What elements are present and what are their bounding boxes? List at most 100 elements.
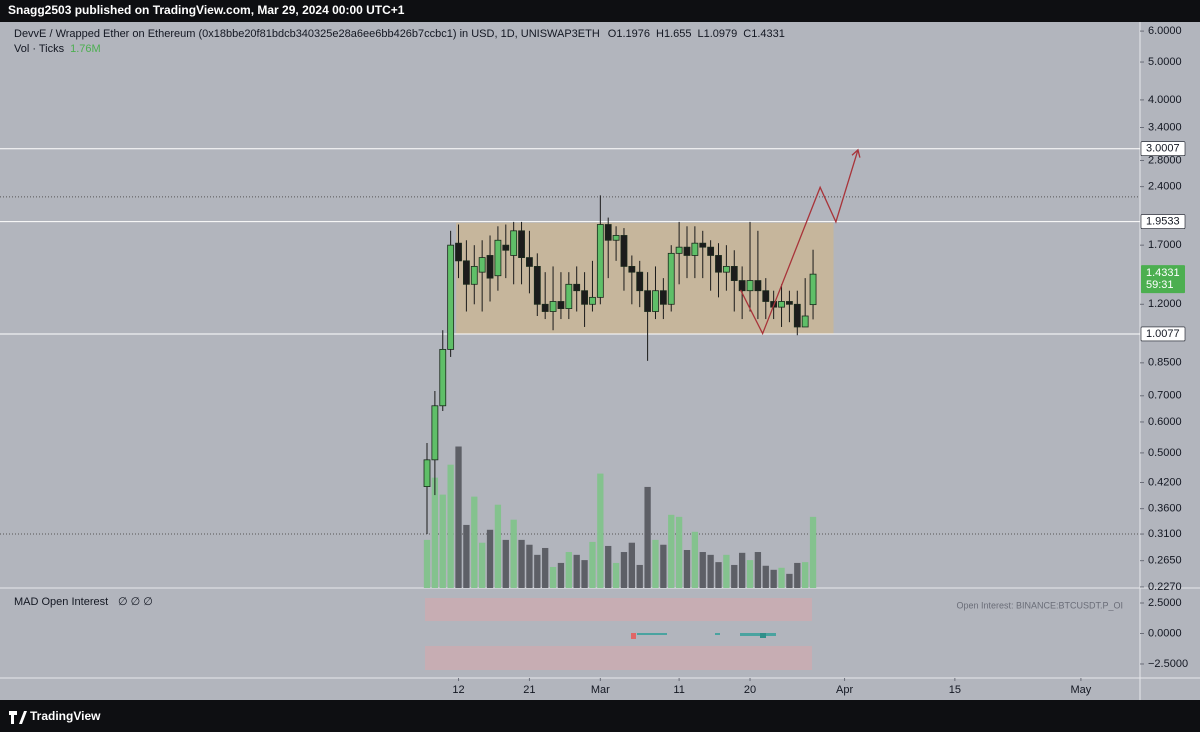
- volume-bar: [794, 562, 801, 588]
- volume-bar: [534, 554, 541, 588]
- ohlc-prefix: O: [608, 28, 617, 40]
- candle-body: [786, 301, 793, 305]
- candle-body: [667, 252, 675, 305]
- volume-bar: [518, 539, 525, 588]
- volume-bar: [660, 544, 667, 588]
- volume-bar: [589, 541, 596, 588]
- candle-body: [510, 230, 518, 256]
- candle-body: [636, 271, 644, 292]
- y-tick-label: 5.0000: [1148, 56, 1182, 68]
- indicator-status: ∅ ∅ ∅: [118, 596, 153, 608]
- indicator-band: [425, 598, 812, 621]
- chart-title: DevvE / Wrapped Ether on Ethereum (0x18b…: [14, 28, 600, 40]
- candle-body: [589, 296, 596, 305]
- candle-body: [722, 266, 730, 273]
- candle-body: [620, 235, 628, 267]
- ohlc-prefix: C: [743, 28, 751, 40]
- y-tick-label: 0.5000: [1148, 447, 1182, 459]
- volume-bar: [549, 566, 557, 588]
- volume-bar: [715, 562, 722, 588]
- candle-body: [691, 242, 699, 256]
- volume-bar: [494, 504, 502, 588]
- volume-bar: [683, 549, 691, 588]
- projection-path: [739, 149, 859, 336]
- x-tick-label: Apr: [836, 684, 853, 696]
- candle-body: [628, 266, 636, 273]
- last-price-box: [1141, 265, 1185, 294]
- candle-body: [809, 273, 817, 306]
- y-tick-label: 0.2650: [1148, 555, 1182, 567]
- x-tick-label: May: [1071, 684, 1092, 696]
- level-label: 1.0077: [1146, 328, 1180, 340]
- volume-bar: [675, 516, 683, 588]
- y-tick-label: 0.2270: [1148, 581, 1182, 593]
- volume-bar: [565, 552, 572, 588]
- y-tick-label: 0.3100: [1148, 528, 1182, 540]
- y-tick-label: 1.7000: [1148, 239, 1182, 251]
- candle-body: [502, 244, 510, 251]
- volume-bar: [691, 531, 699, 588]
- volume-bar: [668, 514, 675, 588]
- ohlc-value: 1.1976: [616, 28, 650, 40]
- volume-bar: [786, 573, 793, 588]
- candle-body: [715, 255, 722, 273]
- candle-body: [730, 266, 738, 281]
- candle-body: [533, 266, 541, 305]
- candle-body: [462, 260, 470, 285]
- volume-bar: [431, 477, 439, 588]
- x-tick-label: 21: [523, 684, 535, 696]
- candle-body: [762, 290, 770, 302]
- level-label-box: [1140, 326, 1186, 342]
- candle-body: [644, 290, 652, 312]
- indicator-source: Open Interest: BINANCE:BTCUSDT.P_OI: [956, 600, 1123, 610]
- ohlc-value: 1.0979: [704, 28, 738, 40]
- ohlc-value: 1.655: [664, 28, 692, 40]
- candle-body: [746, 280, 754, 292]
- volume-bar: [636, 564, 643, 588]
- candle-body: [486, 255, 494, 279]
- indicator-histogram: [631, 633, 776, 639]
- indicator-y-tick-label: 2.5000: [1148, 597, 1182, 609]
- volume-bar: [620, 552, 628, 588]
- candle-body: [612, 235, 620, 241]
- volume-bar: [628, 542, 635, 588]
- volume-value: 1.76M: [70, 43, 101, 55]
- volume-bar: [557, 562, 565, 588]
- candle-body: [455, 242, 462, 262]
- x-tick-label: 20: [744, 684, 756, 696]
- volume-bar: [502, 539, 509, 588]
- countdown-label: 59:31: [1146, 279, 1174, 291]
- volume-bar: [542, 547, 549, 588]
- y-tick-label: 0.7000: [1148, 390, 1182, 402]
- candle-body: [738, 280, 746, 292]
- level-label-box: [1140, 214, 1186, 229]
- volume-bar: [439, 494, 446, 588]
- ohlc-prefix: L: [698, 28, 704, 40]
- volume-bar: [699, 552, 706, 588]
- indicator-band: [425, 646, 812, 670]
- indicator-title: MAD Open Interest: [14, 596, 108, 608]
- volume-bar: [778, 567, 785, 588]
- y-tick-label: 1.2000: [1148, 298, 1182, 310]
- level-label: 1.9533: [1146, 215, 1180, 227]
- volume-bar: [738, 552, 746, 588]
- footer-logo: TradingView: [30, 709, 101, 723]
- volume-bar: [471, 496, 478, 588]
- candle-body: [652, 290, 659, 312]
- candle-body: [604, 224, 612, 241]
- volume-bar: [581, 560, 588, 588]
- header-bar: [0, 0, 1200, 22]
- indicator-y-tick-label: −2.5000: [1148, 658, 1188, 670]
- candle-body: [573, 283, 581, 292]
- candle-body: [596, 224, 604, 298]
- candle-body: [557, 301, 565, 309]
- candle-body: [778, 301, 785, 308]
- y-tick-label: 2.8000: [1148, 154, 1182, 166]
- chart-title-line: DevvE / Wrapped Ether on Ethereum (0x18b…: [14, 28, 785, 40]
- volume-bar: [652, 539, 659, 588]
- indicator-y-tick-label: 0.0000: [1148, 627, 1182, 639]
- volume-legend: Vol · Ticks 1.76M: [14, 43, 101, 55]
- logo-icon: [9, 711, 27, 724]
